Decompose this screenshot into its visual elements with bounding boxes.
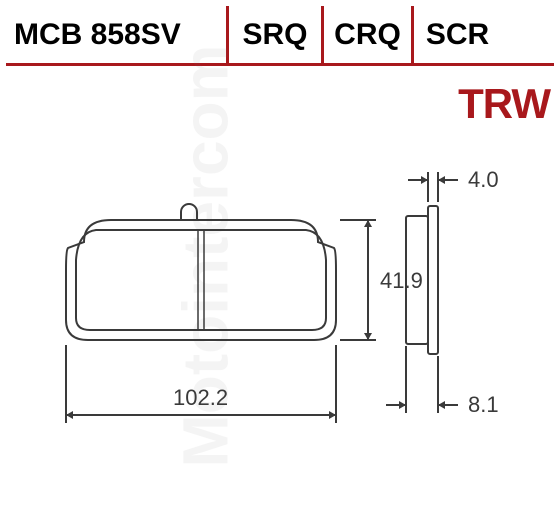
technical-drawing: 102.2 41.9 4.0 8.1 bbox=[6, 70, 554, 505]
dimension-height-label: 41.9 bbox=[380, 268, 423, 294]
dimension-total-thickness-label: 8.1 bbox=[468, 392, 499, 418]
drawing-svg bbox=[6, 70, 554, 505]
header-variant-scr: SCR bbox=[411, 6, 501, 63]
header-row: MCB 858SVSRQCRQSCR bbox=[6, 6, 554, 66]
header-variant-crq: CRQ bbox=[321, 6, 411, 63]
dimension-plate-thickness-label: 4.0 bbox=[468, 167, 499, 193]
dimension-width-label: 102.2 bbox=[173, 385, 228, 411]
part-prefix: MCB bbox=[14, 18, 82, 52]
part-code: 858SV bbox=[82, 18, 180, 52]
header-part-number: MCB 858SV bbox=[6, 6, 226, 63]
header-variant-srq: SRQ bbox=[226, 6, 321, 63]
